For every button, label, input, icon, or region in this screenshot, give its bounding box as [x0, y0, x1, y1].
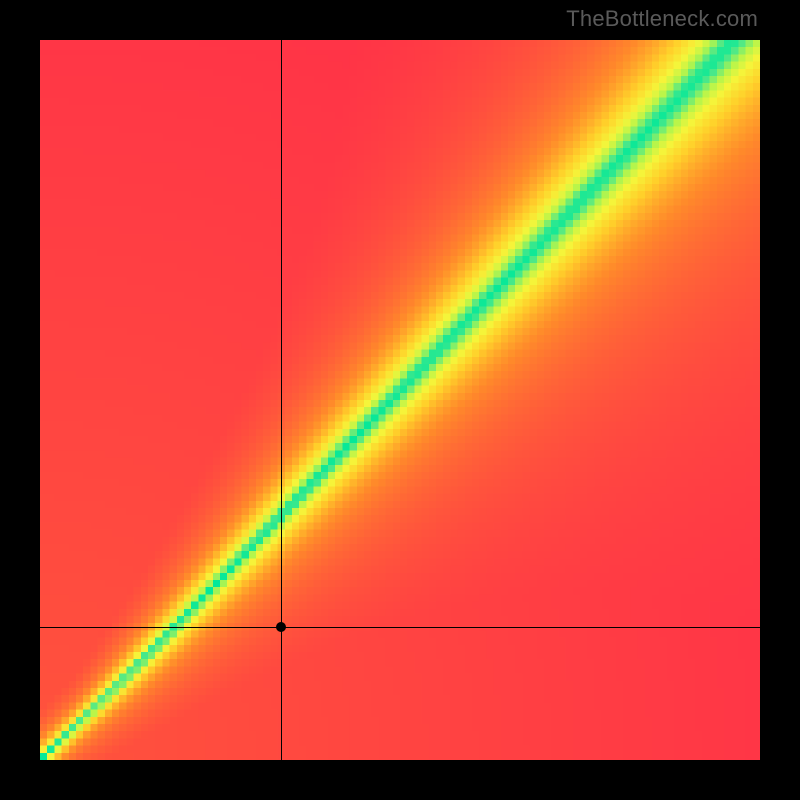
plot-area	[40, 40, 760, 760]
chart-frame: TheBottleneck.com	[0, 0, 800, 800]
bottleneck-heatmap	[40, 40, 760, 760]
selected-point-marker	[276, 622, 286, 632]
crosshair-horizontal	[40, 627, 760, 628]
crosshair-vertical	[281, 40, 282, 760]
watermark-text: TheBottleneck.com	[566, 6, 758, 32]
